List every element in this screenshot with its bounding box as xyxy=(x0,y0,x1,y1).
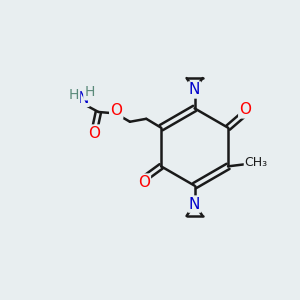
Text: N: N xyxy=(189,196,200,211)
Text: H: H xyxy=(84,85,95,99)
Text: CH₃: CH₃ xyxy=(245,156,268,169)
Text: N: N xyxy=(77,91,88,106)
Text: O: O xyxy=(110,103,122,118)
Text: O: O xyxy=(138,175,150,190)
Text: N: N xyxy=(189,82,200,98)
Text: H: H xyxy=(69,88,79,102)
Text: O: O xyxy=(239,102,251,117)
Text: O: O xyxy=(88,126,100,141)
